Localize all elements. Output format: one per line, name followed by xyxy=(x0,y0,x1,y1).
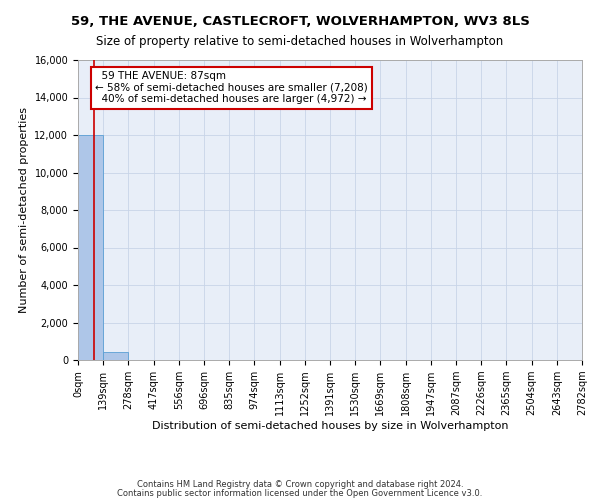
Bar xyxy=(103,352,128,360)
Y-axis label: Number of semi-detached properties: Number of semi-detached properties xyxy=(19,107,29,313)
X-axis label: Distribution of semi-detached houses by size in Wolverhampton: Distribution of semi-detached houses by … xyxy=(152,421,508,431)
Text: 59 THE AVENUE: 87sqm
← 58% of semi-detached houses are smaller (7,208)
  40% of : 59 THE AVENUE: 87sqm ← 58% of semi-detac… xyxy=(95,71,367,104)
Text: Size of property relative to semi-detached houses in Wolverhampton: Size of property relative to semi-detach… xyxy=(97,35,503,48)
Text: Contains public sector information licensed under the Open Government Licence v3: Contains public sector information licen… xyxy=(118,488,482,498)
Text: Contains HM Land Registry data © Crown copyright and database right 2024.: Contains HM Land Registry data © Crown c… xyxy=(137,480,463,489)
Bar xyxy=(78,135,103,360)
Text: 59, THE AVENUE, CASTLECROFT, WOLVERHAMPTON, WV3 8LS: 59, THE AVENUE, CASTLECROFT, WOLVERHAMPT… xyxy=(71,15,529,28)
